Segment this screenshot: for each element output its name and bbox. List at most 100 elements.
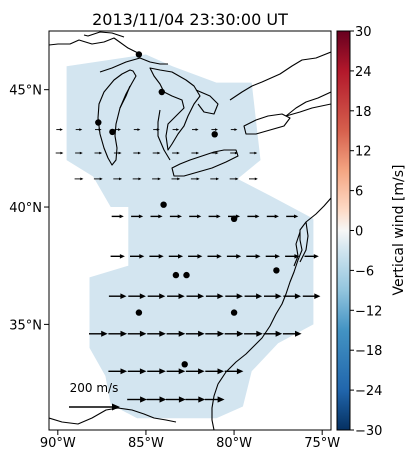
wind-vector bbox=[110, 254, 125, 259]
wind-vector bbox=[169, 214, 182, 219]
colorbar-tick-label: 12 bbox=[355, 145, 372, 160]
colorbar-tick-label: 24 bbox=[355, 65, 372, 80]
upper-peninsula-shore bbox=[99, 57, 168, 73]
wind-vector bbox=[172, 151, 180, 155]
wind-vector bbox=[108, 330, 128, 337]
wind-vector bbox=[205, 368, 224, 375]
wind-vector bbox=[168, 254, 184, 259]
wind-vector bbox=[286, 214, 299, 219]
colorbar-tick-label: −12 bbox=[355, 304, 382, 319]
x-tick-label: 90°W bbox=[40, 436, 76, 451]
wind-vector bbox=[207, 254, 222, 259]
gulf-coast bbox=[49, 407, 177, 425]
wind-vector bbox=[188, 254, 203, 259]
y-tick-label: 35°N bbox=[9, 318, 42, 333]
st-lawrence-and-border bbox=[285, 91, 331, 117]
wind-vector bbox=[246, 254, 261, 259]
wind-vector bbox=[111, 214, 124, 219]
colorbar-tick-label: −30 bbox=[355, 424, 382, 439]
wind-vector bbox=[166, 396, 186, 403]
station-marker bbox=[135, 309, 143, 316]
map-frame bbox=[48, 30, 332, 431]
wind-vector bbox=[113, 177, 123, 181]
wind-vector bbox=[152, 151, 161, 155]
station-marker bbox=[158, 88, 165, 96]
wind-vector bbox=[191, 151, 200, 155]
wind-vector bbox=[224, 368, 244, 375]
wind-vector bbox=[94, 151, 103, 155]
colorbar-tick-label: 18 bbox=[355, 105, 372, 120]
lake-ontario bbox=[243, 113, 291, 135]
wind-vector bbox=[302, 293, 321, 299]
wind-vector bbox=[93, 177, 103, 181]
wind-vector bbox=[108, 293, 127, 299]
colorbar-tick-label: 30 bbox=[355, 25, 372, 40]
wind-vector bbox=[74, 177, 84, 181]
wind-vector bbox=[210, 151, 219, 155]
wind-vector bbox=[230, 151, 238, 155]
wind-vector bbox=[265, 254, 280, 259]
x-tick-label: 85°W bbox=[128, 436, 164, 451]
wind-vector bbox=[127, 396, 147, 403]
vertical-wind-field bbox=[66, 54, 314, 419]
wind-vector bbox=[263, 330, 283, 337]
wind-vector bbox=[95, 128, 102, 131]
wind-vector bbox=[56, 128, 63, 131]
wind-vector bbox=[224, 330, 244, 337]
colorbar-ticks: 30 24 18 12 6 0 −6 −12 −18 −24 −30 bbox=[350, 25, 382, 439]
y-axis-ticks: 35°N 40°N 45°N bbox=[9, 84, 49, 333]
colorbar-tick-label: −6 bbox=[355, 264, 374, 279]
delmarva bbox=[299, 221, 309, 263]
wind-vector bbox=[75, 128, 83, 131]
wind-vector bbox=[244, 293, 263, 299]
stations bbox=[95, 51, 280, 368]
x-tick-label: 80°W bbox=[216, 436, 252, 451]
wind-vector bbox=[208, 214, 221, 219]
wind-vector bbox=[185, 330, 205, 337]
wind-vector bbox=[133, 128, 141, 131]
wind-vector bbox=[204, 396, 225, 403]
x-axis-ticks: 90°W 85°W 80°W 75°W bbox=[40, 430, 340, 451]
wind-vector bbox=[167, 293, 185, 299]
wind-vector bbox=[127, 330, 147, 337]
reference-vector-head bbox=[112, 403, 120, 411]
us-canada-border-east bbox=[285, 103, 331, 117]
wind-vector bbox=[146, 396, 167, 403]
wind-vector bbox=[128, 293, 146, 299]
wind-vector bbox=[127, 368, 147, 375]
wind-vector bbox=[210, 177, 220, 181]
station-marker bbox=[160, 201, 167, 208]
canada-us-border-west bbox=[49, 37, 139, 54]
wind-vector bbox=[166, 368, 186, 375]
wind-vector bbox=[113, 151, 122, 155]
wind-vector bbox=[133, 151, 141, 155]
wind-vector bbox=[150, 214, 163, 219]
wind-vector bbox=[172, 128, 180, 131]
wind-vector bbox=[247, 214, 260, 219]
wind-vector bbox=[304, 254, 319, 259]
wind-vector bbox=[185, 368, 205, 375]
y-tick-label: 45°N bbox=[9, 84, 42, 99]
wind-vector bbox=[185, 396, 206, 403]
wind-vector bbox=[229, 177, 239, 181]
wind-vector bbox=[249, 151, 258, 155]
map-area: 200 m/s bbox=[48, 30, 332, 431]
lake-michigan bbox=[97, 69, 137, 166]
lake-superior-north-shore bbox=[83, 31, 125, 38]
wind-vector bbox=[192, 128, 199, 131]
ontario-quebec-border bbox=[229, 51, 331, 101]
wind-vector bbox=[211, 128, 218, 131]
wind-vector bbox=[114, 128, 121, 131]
coastlines-and-borders bbox=[49, 31, 331, 430]
wind-vector bbox=[147, 330, 166, 337]
wind-vector bbox=[186, 293, 205, 299]
wind-vector bbox=[230, 128, 238, 131]
wind-vector bbox=[75, 151, 83, 155]
colorbar: 30 24 18 12 6 0 −6 −12 −18 −24 −30 Vertical wind [… bbox=[336, 25, 407, 439]
wind-vector bbox=[264, 293, 282, 299]
wind-vector bbox=[205, 330, 224, 337]
colorbar-gradient bbox=[336, 30, 351, 431]
wind-vector bbox=[152, 177, 161, 181]
wind-vector bbox=[147, 368, 166, 375]
wind-vector bbox=[249, 177, 258, 181]
